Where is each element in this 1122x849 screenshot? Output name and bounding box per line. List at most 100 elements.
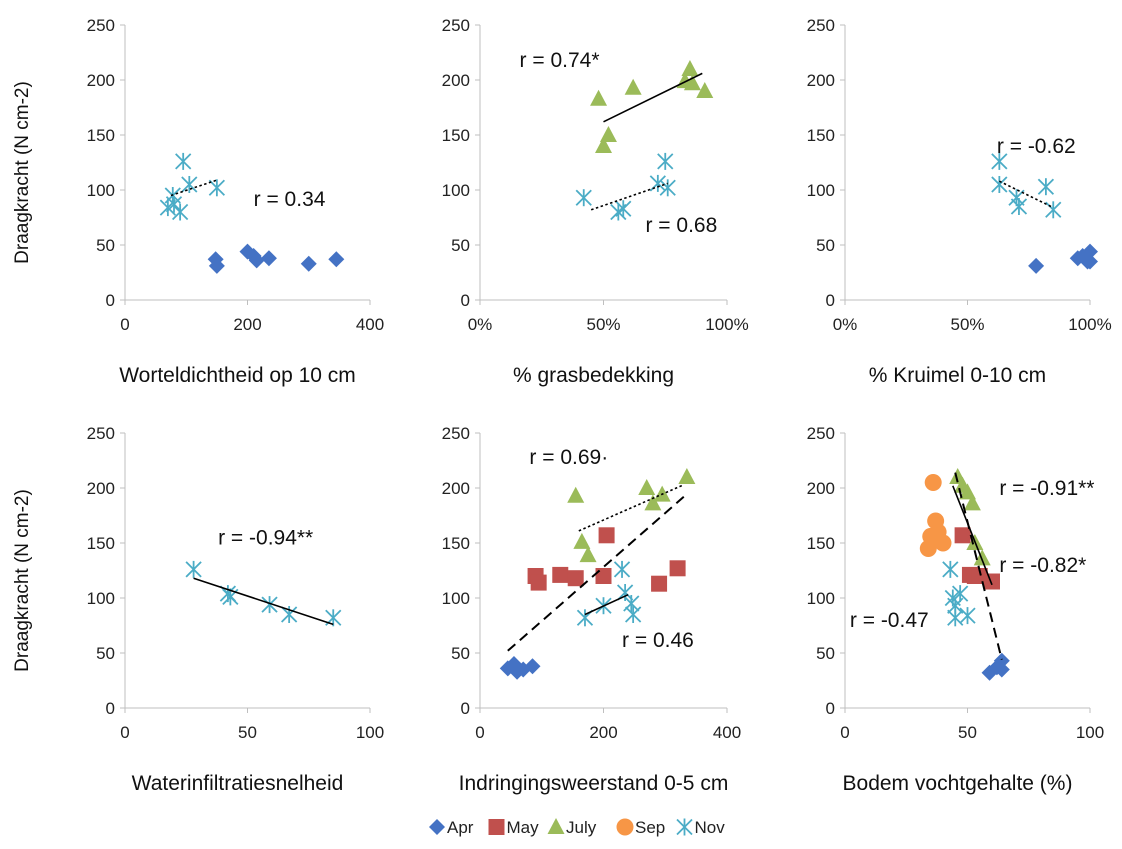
- data-point-nov: [623, 595, 640, 612]
- trendline-solid: [952, 485, 993, 586]
- legend: Apr May July Sep Nov: [429, 818, 725, 837]
- legend-label: May: [507, 818, 540, 837]
- trendline-dashed: [507, 496, 685, 652]
- y-tick-label: 50: [816, 236, 835, 255]
- y-tick-label: 250: [87, 424, 115, 443]
- data-point-nov: [185, 560, 202, 578]
- trendline-solid: [193, 577, 334, 626]
- legend-label: July: [566, 818, 597, 837]
- data-point-nov: [991, 176, 1008, 193]
- x-axis-title: Worteldichtheid op 10 cm: [119, 364, 356, 387]
- data-point-nov: [1045, 201, 1062, 219]
- trendline-solid: [584, 593, 629, 616]
- y-tick-label: 0: [106, 699, 115, 718]
- data-point-nov: [281, 606, 298, 623]
- data-point-nov: [1010, 198, 1028, 215]
- y-tick-label: 150: [87, 534, 115, 553]
- data-point-may: [595, 568, 612, 584]
- correlation-label: r = 0.46: [622, 629, 694, 652]
- data-point-sep: [924, 474, 942, 491]
- x-axis-title: % grasbedekking: [513, 364, 674, 387]
- data-point-july: [624, 78, 642, 95]
- y-tick-label: 100: [807, 589, 835, 608]
- y-tick-label: 150: [442, 126, 470, 145]
- x-tick-label: 0: [120, 723, 129, 742]
- series-may: [954, 527, 1000, 590]
- legend-marker-july: [547, 818, 565, 834]
- x-tick-label: 50: [958, 723, 977, 742]
- series-apr: [207, 243, 345, 274]
- y-tick-label: 250: [442, 424, 470, 443]
- y-tick-label: 0: [826, 291, 835, 310]
- data-point-apr: [260, 250, 277, 267]
- x-axis-title: Indringingsweerstand 0-5 cm: [459, 772, 729, 795]
- data-point-nov: [575, 189, 592, 207]
- correlation-label: r = -0.91**: [999, 477, 1094, 500]
- data-point-may: [567, 570, 584, 587]
- data-point-apr: [1028, 257, 1045, 274]
- data-point-apr: [328, 251, 345, 268]
- trendline-dotted: [170, 179, 218, 197]
- data-point-apr: [208, 257, 225, 274]
- x-tick-label: 0: [475, 723, 484, 742]
- y-tick-label: 200: [442, 71, 470, 90]
- y-tick-label: 250: [807, 424, 835, 443]
- legend-marker-apr: [429, 819, 445, 835]
- correlation-label: r = 0.74*: [520, 49, 600, 72]
- y-tick-label: 0: [106, 291, 115, 310]
- chart-panel-6: 0 50 100 150 200 250 0 50 100 Bodem vochtgehalte …: [807, 424, 1105, 795]
- series-nov: [575, 152, 676, 221]
- series-may: [527, 527, 686, 592]
- series-july: [590, 60, 714, 153]
- y-tick-label: 100: [807, 181, 835, 200]
- y-axis-title: Draagkracht (N cm-2): [12, 81, 33, 264]
- series-july: [949, 468, 991, 566]
- series-apr: [499, 656, 541, 680]
- data-point-nov: [181, 176, 198, 193]
- trendline-dashed: [954, 472, 1003, 660]
- data-point-nov: [165, 195, 183, 213]
- legend-marker-may: [488, 819, 505, 835]
- series-july: [567, 468, 696, 563]
- y-tick-label: 100: [87, 181, 115, 200]
- trendline-dotted: [578, 483, 685, 532]
- data-point-apr: [524, 658, 541, 675]
- y-tick-label: 250: [442, 16, 470, 35]
- data-point-july: [595, 137, 612, 153]
- x-axis-title: % Kruimel 0-10 cm: [869, 364, 1046, 387]
- x-tick-label: 100%: [705, 315, 748, 334]
- data-point-july: [599, 126, 617, 142]
- data-point-may: [598, 527, 615, 544]
- y-tick-label: 50: [96, 644, 115, 663]
- x-axis-title: Waterinfiltratiesnelheid: [132, 772, 344, 795]
- y-tick-label: 50: [816, 644, 835, 663]
- data-point-nov: [952, 585, 969, 603]
- series-nov: [991, 152, 1062, 219]
- data-point-july: [963, 494, 981, 511]
- correlation-label: r = -0.47: [850, 609, 929, 632]
- x-tick-label: 200: [233, 315, 261, 334]
- x-tick-label: 100: [356, 723, 384, 742]
- chart-panel-3: 0 50 100 150 200 250 0% 50% 100% % Kruimel 0-10 c…: [807, 16, 1112, 387]
- data-point-july: [696, 82, 714, 98]
- legend-item-nov: Nov: [676, 818, 726, 837]
- correlation-label: r = 0.68: [645, 214, 717, 237]
- data-point-nov: [659, 179, 676, 197]
- y-tick-label: 0: [461, 699, 470, 718]
- chart-panel-4: 0 50 100 150 200 250 0 50 100 Waterinfiltratiesne…: [12, 424, 384, 795]
- y-tick-label: 150: [807, 534, 835, 553]
- data-point-july: [573, 532, 591, 549]
- data-point-nov: [959, 607, 976, 625]
- y-tick-label: 50: [451, 236, 470, 255]
- y-tick-label: 100: [87, 589, 115, 608]
- y-tick-label: 50: [96, 236, 115, 255]
- correlation-label: r = 0.34: [254, 188, 326, 211]
- data-point-apr: [1082, 253, 1098, 270]
- y-tick-label: 200: [442, 479, 470, 498]
- y-tick-label: 150: [442, 534, 470, 553]
- x-tick-label: 50: [238, 723, 257, 742]
- data-point-nov: [942, 560, 959, 578]
- x-tick-label: 50%: [586, 315, 620, 334]
- data-point-july: [638, 479, 656, 495]
- legend-label: Nov: [695, 818, 726, 837]
